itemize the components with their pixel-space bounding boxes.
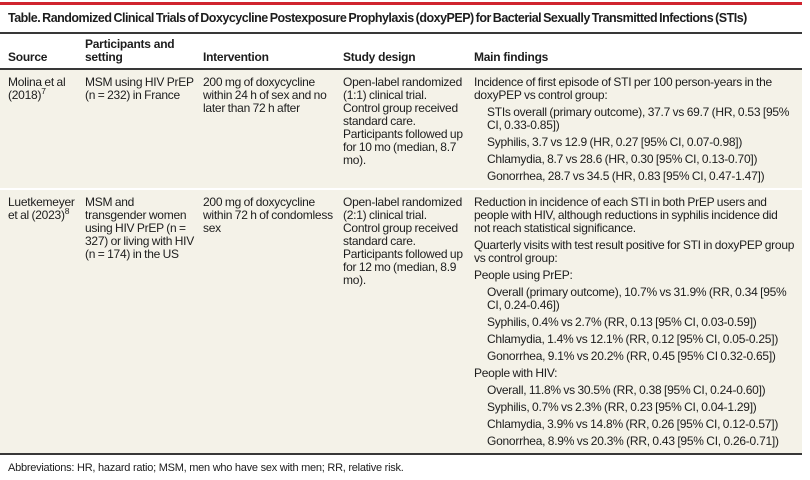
- accent-top-rule: [0, 2, 802, 5]
- abbreviations-footnote: Abbreviations: HR, hazard ratio; MSM, me…: [8, 462, 404, 474]
- finding-paragraph: Incidence of first episode of STI per 10…: [474, 75, 772, 102]
- source-label: Molina et al (2018): [8, 75, 66, 102]
- column-header-main-findings: Main findings: [474, 50, 549, 64]
- finding-paragraph: People using PrEP:: [474, 268, 573, 282]
- finding-paragraph: Chlamydia, 3.9% vs 14.8% (RR, 0.26 [95% …: [487, 417, 779, 431]
- source-label: Luetkemeyer et al (2023): [8, 195, 75, 222]
- cell-participants: MSM and transgender women using HIV PrEP…: [85, 196, 203, 448]
- cell-study-design: Open-label randomized (1:1) clinical tri…: [343, 76, 474, 183]
- column-header-source: Source: [8, 50, 48, 64]
- cell-study-design: Open-label randomized (2:1) clinical tri…: [343, 196, 474, 448]
- study-design-text: Open-label randomized (1:1) clinical tri…: [343, 75, 463, 167]
- reference-superscript: 7: [41, 86, 46, 96]
- finding-paragraph: Chlamydia, 1.4% vs 12.1% (RR, 0.12 [95% …: [487, 332, 779, 346]
- reference-superscript: 8: [64, 206, 70, 216]
- column-header-participants: Participants and setting: [85, 37, 175, 64]
- cell-participants: MSM using HIV PrEP (n = 232) in France: [85, 76, 203, 183]
- finding-paragraph: Syphilis, 0.4% vs 2.7% (RR, 0.13 [95% CI…: [487, 315, 757, 329]
- intervention-text: 200 mg of doxycycline within 24 h of sex…: [203, 75, 327, 115]
- finding-paragraph: Chlamydia, 8.7 vs 28.6 (HR, 0.30 [95% CI…: [487, 152, 758, 166]
- finding-paragraph: STIs overall (primary outcome), 37.7 vs …: [487, 105, 790, 132]
- table-row: Molina et al (2018)7 MSM using HIV PrEP …: [0, 70, 802, 188]
- cell-source: Molina et al (2018)7: [8, 76, 85, 183]
- column-header-intervention: Intervention: [203, 50, 269, 64]
- cell-main-findings: Incidence of first episode of STI per 10…: [474, 76, 802, 183]
- table-row: Luetkemeyer et al (2023)8 MSM and transg…: [0, 188, 802, 453]
- source-text: Luetkemeyer et al (2023)8: [8, 196, 77, 222]
- cell-main-findings: Reduction in incidence of each STI in bo…: [474, 196, 802, 448]
- finding-paragraph: Reduction in incidence of each STI in bo…: [474, 195, 778, 235]
- cell-intervention: 200 mg of doxycycline within 72 h of con…: [203, 196, 343, 448]
- participants-text: MSM and transgender women using HIV PrEP…: [85, 195, 194, 261]
- source-text: Molina et al (2018)7: [8, 76, 77, 102]
- finding-paragraph: Syphilis, 0.7% vs 2.3% (RR, 0.23 [95% CI…: [487, 400, 757, 414]
- finding-paragraph: Syphilis, 3.7 vs 12.9 (HR, 0.27 [95% CI,…: [487, 135, 743, 149]
- intervention-text: 200 mg of doxycycline within 72 h of con…: [203, 195, 333, 235]
- cell-source: Luetkemeyer et al (2023)8: [8, 196, 85, 448]
- table-body: Molina et al (2018)7 MSM using HIV PrEP …: [0, 70, 802, 455]
- column-header-study-design: Study design: [343, 50, 416, 64]
- finding-paragraph: Quarterly visits with test result positi…: [474, 238, 795, 265]
- finding-paragraph: Overall (primary outcome), 10.7% vs 31.9…: [487, 285, 787, 312]
- participants-text: MSM using HIV PrEP (n = 232) in France: [85, 75, 194, 102]
- table-title: Table. Randomized Clinical Trials of Dox…: [8, 11, 747, 25]
- cell-intervention: 200 mg of doxycycline within 24 h of sex…: [203, 76, 343, 183]
- finding-paragraph: Overall, 11.8% vs 30.5% (RR, 0.38 [95% C…: [487, 383, 766, 397]
- study-design-text: Open-label randomized (2:1) clinical tri…: [343, 195, 463, 287]
- finding-paragraph: People with HIV:: [474, 366, 558, 380]
- table-header-row: Source Participants and setting Interven…: [0, 32, 802, 70]
- finding-paragraph: Gonorrhea, 28.7 vs 34.5 (HR, 0.83 [95% C…: [487, 169, 765, 183]
- finding-paragraph: Gonorrhea, 9.1% vs 20.2% (RR, 0.45 [95% …: [487, 349, 776, 363]
- finding-paragraph: Gonorrhea, 8.9% vs 20.3% (RR, 0.43 [95% …: [487, 434, 779, 448]
